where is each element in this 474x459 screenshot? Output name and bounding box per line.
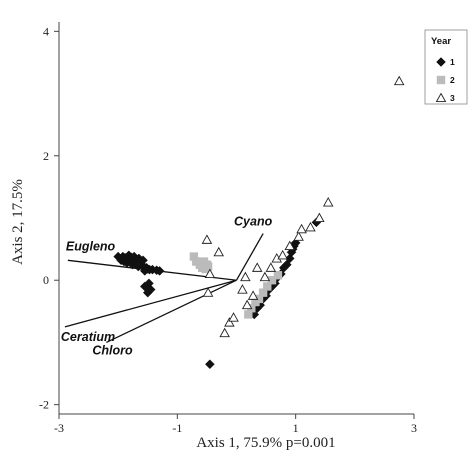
legend-label-3: 3 xyxy=(450,93,455,103)
vector-label-ceratium: Ceratium xyxy=(61,330,115,344)
point-series-3 xyxy=(314,212,325,223)
y-axis-title: Axis 2, 17.5% xyxy=(10,179,26,265)
y-tick-label: 4 xyxy=(43,24,49,38)
point-series-2 xyxy=(273,271,283,280)
point-series-2 xyxy=(203,262,213,271)
legend-label-1: 1 xyxy=(450,57,455,67)
x-tick-label: -1 xyxy=(172,421,182,435)
y-tick-label: -2 xyxy=(39,398,49,412)
point-series-3 xyxy=(201,234,213,244)
point-series-3 xyxy=(241,299,253,310)
x-tick-label: 3 xyxy=(411,421,417,435)
x-tick-label: -3 xyxy=(54,421,64,435)
vector-label-cyano: Cyano xyxy=(234,215,273,229)
point-series-3 xyxy=(259,271,271,282)
point-series-3 xyxy=(213,246,225,257)
point-series-3 xyxy=(284,240,296,251)
point-series-3 xyxy=(251,262,263,272)
point-series-3 xyxy=(237,284,248,294)
vector-line-cyano xyxy=(235,233,264,281)
point-series-3 xyxy=(228,312,239,322)
legend-label-2: 2 xyxy=(450,75,455,85)
point-series-3 xyxy=(219,327,230,338)
legend-marker-1 xyxy=(436,57,446,67)
point-series-3 xyxy=(393,75,405,86)
axes: -3 -1 1 3 -2 0 2 4 xyxy=(39,22,417,435)
legend: Year 1 2 3 xyxy=(424,29,468,105)
point-series-3 xyxy=(265,262,277,272)
point-series-3 xyxy=(296,223,307,234)
point-series-3 xyxy=(247,290,259,300)
point-series-2 xyxy=(258,288,268,297)
point-series-2 xyxy=(254,294,264,304)
point-series-3 xyxy=(322,197,334,207)
vector-label-chloro: Chloro xyxy=(92,343,133,357)
legend-title: Year xyxy=(431,36,451,47)
y-tick-label: 2 xyxy=(43,149,49,163)
point-series-3 xyxy=(277,249,288,260)
series-1 xyxy=(113,217,322,370)
legend-marker-2 xyxy=(436,75,446,85)
point-series-3 xyxy=(293,231,304,241)
point-series-2 xyxy=(244,310,253,319)
vector-label-eugleno: Eugleno xyxy=(66,239,116,253)
point-series-3 xyxy=(305,221,316,232)
point-series-2 xyxy=(267,276,277,285)
y-tick-label: 0 xyxy=(43,273,49,287)
point-series-1 xyxy=(205,359,215,370)
series-3 xyxy=(201,75,405,338)
point-series-2 xyxy=(263,282,272,291)
point-series-1 xyxy=(139,281,150,292)
point-series-1 xyxy=(154,266,165,276)
point-series-3 xyxy=(224,317,235,327)
point-series-3 xyxy=(202,287,214,297)
point-series-2 xyxy=(189,252,199,261)
point-series-3 xyxy=(240,271,251,282)
x-axis-title: Axis 1, 75.9% p=0.001 xyxy=(196,435,335,451)
series-2 xyxy=(189,252,283,319)
x-tick-label: 1 xyxy=(293,421,299,435)
point-series-1 xyxy=(138,255,148,266)
data-points xyxy=(113,75,405,370)
legend-marker-3 xyxy=(435,92,447,103)
point-series-3 xyxy=(204,268,216,279)
vector-line-chloro xyxy=(106,279,237,344)
legend-box xyxy=(424,29,468,105)
